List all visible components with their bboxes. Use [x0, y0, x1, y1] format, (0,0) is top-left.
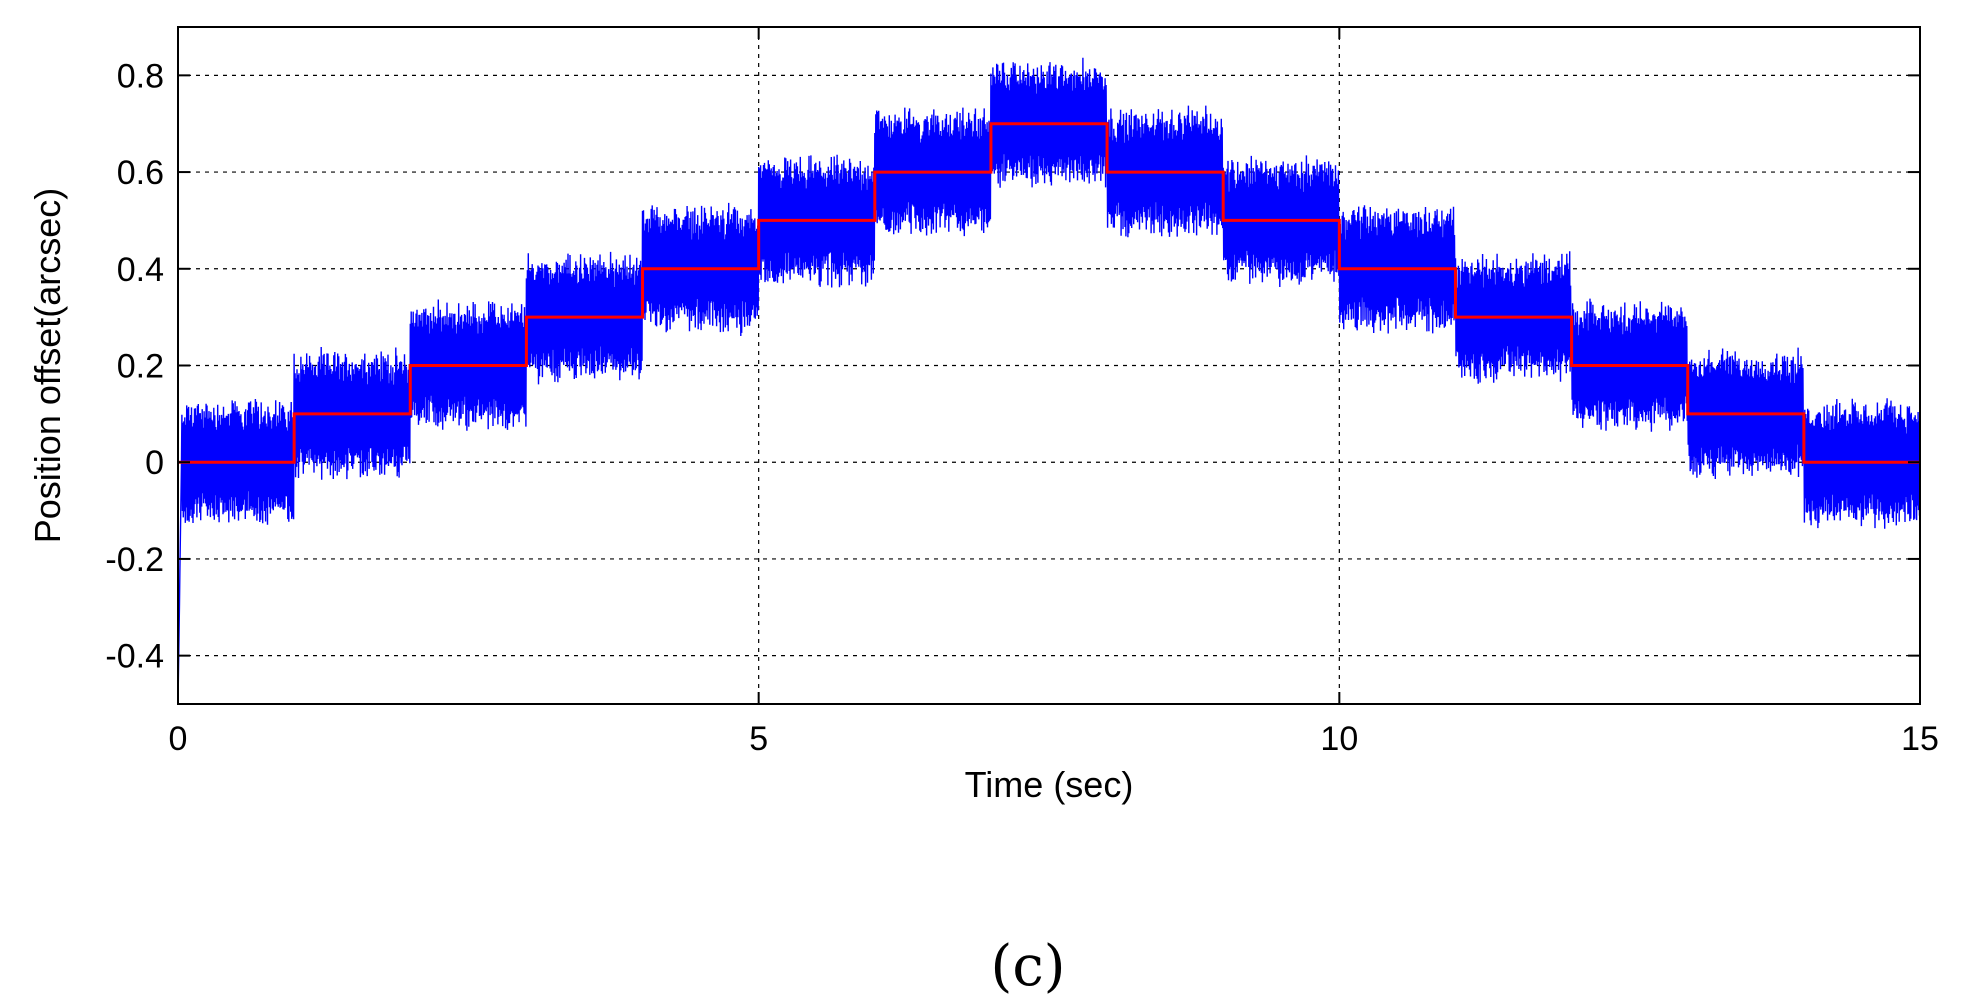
measured-series-line	[178, 57, 1920, 704]
panel-label: (c)	[990, 934, 1065, 999]
y-tick-label: 0.8	[117, 57, 164, 95]
axis-ticks: 0 5 10 15 -0.4 -0.2 0 0.2 0.4 0.6 0.8	[105, 27, 1939, 758]
y-tick-label: 0.2	[117, 348, 164, 386]
x-tick-label: 15	[1901, 720, 1939, 758]
y-tick-label: -0.4	[105, 638, 164, 676]
y-axis-label: Position offset(arcsec)	[27, 188, 68, 543]
y-tick-label: 0.6	[117, 154, 164, 192]
x-tick-label: 10	[1320, 720, 1358, 758]
measured-series	[178, 57, 1920, 704]
reference-series-line	[178, 122, 1920, 464]
y-tick-label: 0.4	[117, 251, 164, 289]
x-tick-label: 0	[169, 720, 188, 758]
x-tick-label: 5	[749, 720, 768, 758]
reference-series	[178, 122, 1920, 464]
y-tick-label: -0.2	[105, 541, 164, 579]
y-tick-label: 0	[145, 444, 164, 482]
x-axis-label: Time (sec)	[965, 764, 1134, 805]
